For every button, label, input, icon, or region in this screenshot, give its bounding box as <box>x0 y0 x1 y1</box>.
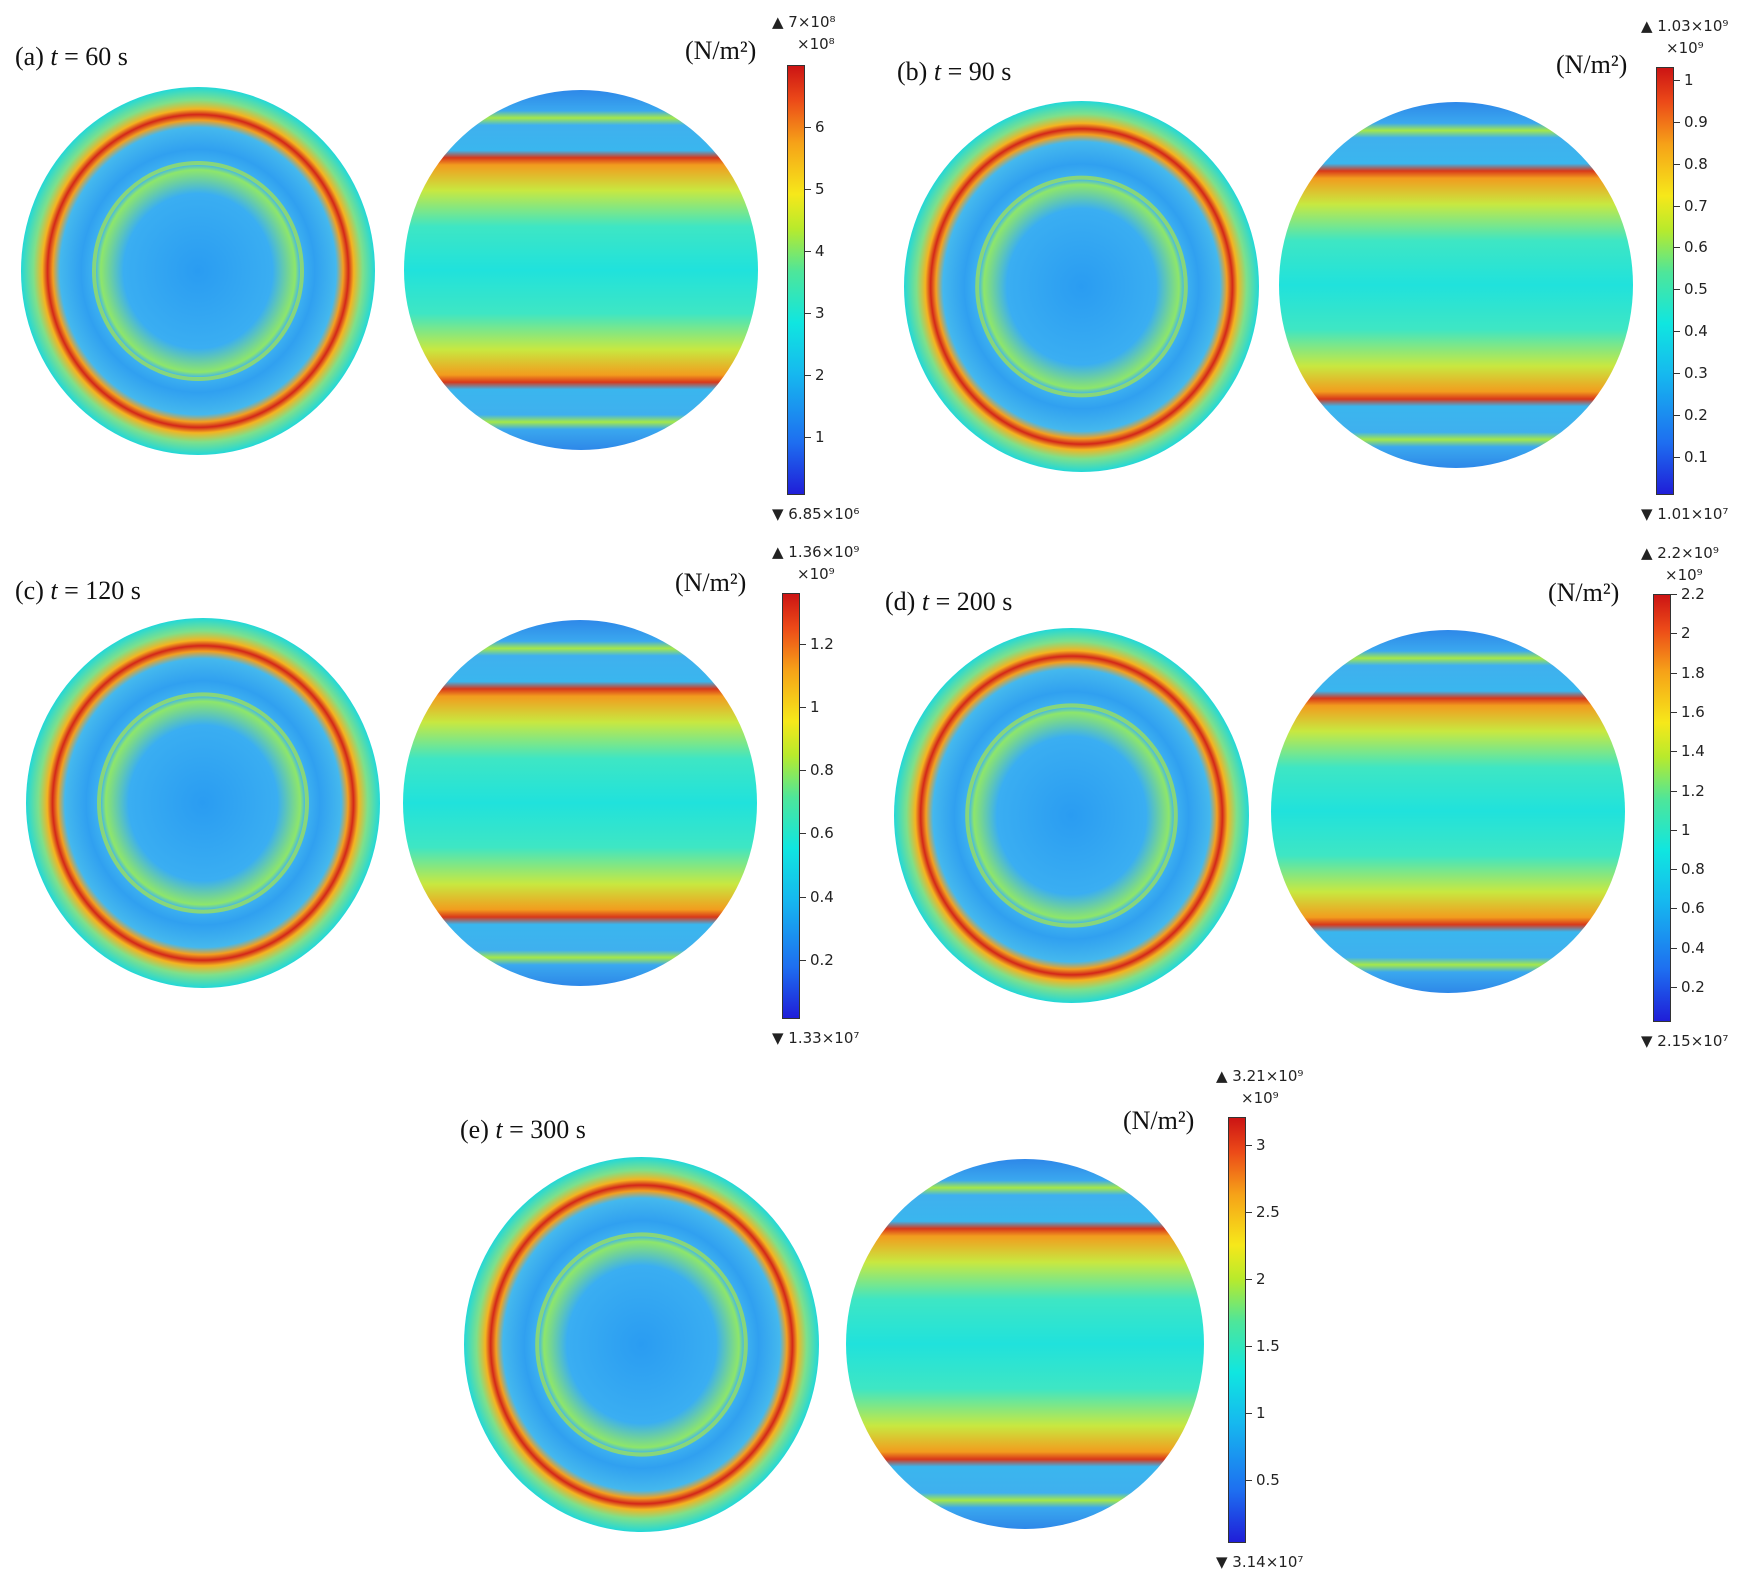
panel-a-time: = 60 s <box>64 42 128 71</box>
panel-c-side-view <box>402 619 758 987</box>
panel-d-unit: (N/m²) <box>1548 578 1620 607</box>
colorbar-tick-label: 0.8 <box>1684 154 1708 173</box>
panel-c-label: (c) t = 120 s <box>15 576 141 606</box>
colorbar-tick-label: 1.8 <box>1681 663 1705 682</box>
colorbar-tick-label: 3 <box>1256 1136 1266 1155</box>
panel-e-unit: (N/m²) <box>1123 1106 1195 1135</box>
colorbar-tick-label: 1.6 <box>1681 702 1705 721</box>
panel-c-colorbar-exponent: ×10⁹ <box>797 565 835 583</box>
colorbar-tick-label: 1 <box>810 697 820 716</box>
panel-b-colorbar-exponent: ×10⁹ <box>1666 39 1704 57</box>
colorbar-tick-label: 0.6 <box>1684 238 1708 257</box>
panel-e-time: = 300 s <box>509 1115 586 1144</box>
panel-e-t: t <box>495 1115 503 1144</box>
colorbar-tick-label: 0.7 <box>1684 196 1708 215</box>
panel-d-side-view <box>1270 629 1626 994</box>
colorbar-tick-label: 2.2 <box>1681 585 1705 603</box>
panel-a-colorbar-exponent: ×10⁸ <box>797 35 835 53</box>
colorbar-tick-label: 6 <box>815 118 825 136</box>
panel-e-colorbar-exponent: ×10⁹ <box>1241 1089 1279 1107</box>
panel-d-tag: (d) <box>885 587 916 616</box>
colorbar-tick-label: 0.4 <box>1681 938 1705 957</box>
colorbar-tick-label: 5 <box>815 180 825 199</box>
panel-d-time: = 200 s <box>935 587 1013 616</box>
panel-a-tag: (a) <box>15 42 44 71</box>
panel-a-label: (a) t = 60 s <box>15 42 128 72</box>
panel-d-label: (d) t = 200 s <box>885 587 1012 617</box>
colorbar-tick-label: 0.2 <box>1681 977 1705 996</box>
colorbar-tick-label: 0.8 <box>810 761 834 780</box>
panel-a-colorbar-max: ▲ 7×10⁸ <box>772 13 836 31</box>
panel-c-t: t <box>50 576 58 605</box>
panel-b-label: (b) t = 90 s <box>897 57 1011 87</box>
panel-c-colorbar-gradient <box>782 593 800 1019</box>
colorbar-tick-label: 1 <box>815 428 825 447</box>
panel-e-tag: (e) <box>460 1115 489 1144</box>
panel-a-unit: (N/m²) <box>685 36 757 65</box>
panel-c-colorbar-min: ▼ 1.33×10⁷ <box>772 1029 860 1047</box>
colorbar-tick-label: 2 <box>1256 1270 1266 1289</box>
colorbar-tick-label: 2.5 <box>1256 1203 1280 1222</box>
panel-d-colorbar-max: ▲ 2.2×10⁹ <box>1641 544 1719 562</box>
panel-c-top-view <box>25 617 381 989</box>
colorbar-tick-label: 1 <box>1681 820 1691 839</box>
panel-a-colorbar-min: ▼ 6.85×10⁶ <box>772 505 860 523</box>
panel-c-colorbar-max: ▲ 1.36×10⁹ <box>772 543 860 561</box>
colorbar-tick-label: 0.5 <box>1684 280 1708 299</box>
panel-a-colorbar-gradient <box>787 65 805 495</box>
panel-c-tag: (c) <box>15 576 44 605</box>
panel-b-colorbar-gradient <box>1656 67 1674 495</box>
colorbar-tick-label: 0.5 <box>1256 1471 1280 1490</box>
panel-e-colorbar-gradient <box>1228 1117 1246 1543</box>
colorbar-tick-label: 0.8 <box>1681 860 1705 879</box>
panel-b-tag: (b) <box>897 57 928 86</box>
panel-d-colorbar-gradient <box>1653 594 1671 1022</box>
panel-c-time: = 120 s <box>64 576 141 605</box>
panel-b-t: t <box>933 57 942 86</box>
colorbar-tick-label: 0.1 <box>1684 448 1708 467</box>
panel-c-unit: (N/m²) <box>675 568 747 597</box>
panel-b-side-view <box>1278 101 1634 469</box>
panel-b-colorbar-min: ▼ 1.01×10⁷ <box>1641 505 1729 523</box>
colorbar-tick-label: 2 <box>1681 624 1691 643</box>
panel-a-top-view <box>20 86 376 456</box>
colorbar-tick-label: 0.9 <box>1684 112 1708 131</box>
colorbar-tick-label: 0.6 <box>1681 899 1705 918</box>
colorbar-tick-label: 0.6 <box>810 824 834 843</box>
colorbar-tick-label: 1 <box>1684 70 1694 89</box>
colorbar-tick-label: 4 <box>815 242 825 261</box>
colorbar-tick-label: 0.2 <box>1684 406 1708 425</box>
panel-e-colorbar-max: ▲ 3.21×10⁹ <box>1216 1067 1304 1085</box>
colorbar-tick-label: 1.2 <box>810 634 834 653</box>
panel-d-colorbar-min: ▼ 2.15×10⁷ <box>1641 1032 1729 1050</box>
colorbar-tick-label: 1.2 <box>1681 781 1705 800</box>
colorbar-tick-label: 1.5 <box>1256 1337 1280 1356</box>
panel-b-time: = 90 s <box>947 57 1012 86</box>
panel-e-label: (e) t = 300 s <box>460 1115 586 1145</box>
panel-d-colorbar-exponent: ×10⁹ <box>1665 566 1703 584</box>
panel-e-side-view <box>845 1158 1205 1530</box>
panel-d-t: t <box>921 587 930 616</box>
colorbar-tick-label: 2 <box>815 366 825 385</box>
colorbar-tick-label: 0.4 <box>810 887 834 906</box>
panel-e-colorbar-min: ▼ 3.14×10⁷ <box>1216 1553 1304 1571</box>
colorbar-tick-label: 1.4 <box>1681 742 1705 761</box>
panel-b-top-view <box>903 100 1260 473</box>
colorbar-tick-label: 3 <box>815 304 825 323</box>
colorbar-tick-label: 1 <box>1256 1404 1266 1423</box>
panel-a-t: t <box>50 42 58 71</box>
panel-b-colorbar-max: ▲ 1.03×10⁹ <box>1641 17 1729 35</box>
colorbar-tick-label: 0.3 <box>1684 364 1708 383</box>
panel-d-top-view <box>893 627 1250 1004</box>
colorbar-tick-label: 0.2 <box>810 950 834 969</box>
colorbar-tick-label: 0.4 <box>1684 322 1708 341</box>
panel-e-top-view <box>463 1156 820 1533</box>
panel-b-unit: (N/m²) <box>1556 50 1628 79</box>
panel-a-side-view <box>403 89 759 451</box>
